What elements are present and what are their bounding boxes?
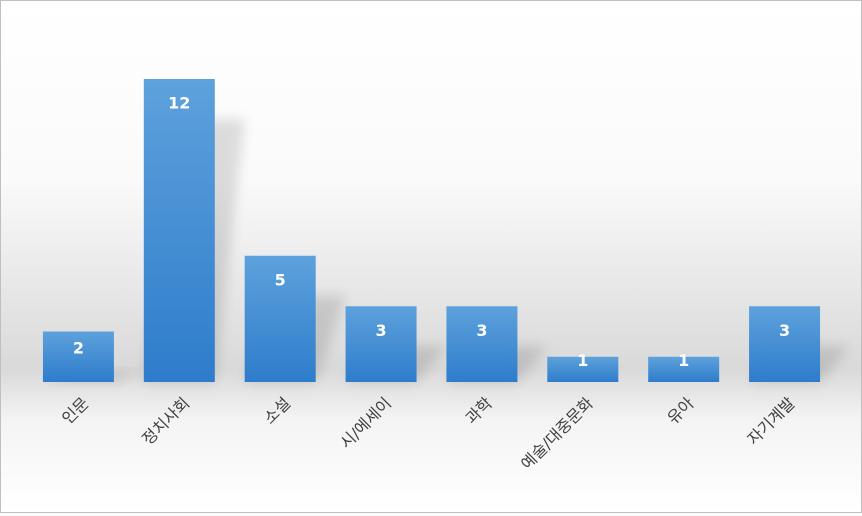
- bar: [345, 306, 417, 382]
- x-tick-label: 유아: [663, 393, 697, 427]
- x-tick-label: 자기계발: [743, 393, 798, 448]
- x-tick-label: 소설: [260, 394, 294, 428]
- bar: [143, 79, 215, 382]
- value-label: 3: [375, 321, 386, 340]
- bar: [42, 331, 114, 382]
- x-tick-label: 예술/대중문화: [517, 393, 597, 473]
- value-label: 3: [476, 321, 487, 340]
- x-tick-label: 시/에세이: [336, 394, 395, 453]
- bar: [446, 306, 518, 382]
- x-tick-label: 정치사회: [138, 394, 193, 449]
- value-label: 12: [168, 94, 190, 113]
- x-tick-label: 과학: [462, 393, 496, 427]
- value-label: 3: [779, 321, 790, 340]
- value-label: 5: [275, 270, 286, 289]
- bar: [547, 356, 619, 382]
- value-label: 2: [73, 338, 84, 357]
- value-label: 1: [577, 351, 588, 370]
- bar: [648, 356, 720, 382]
- x-tick-label: 인문: [58, 394, 92, 428]
- bar: [244, 255, 316, 382]
- bar: [749, 306, 821, 382]
- value-label: 1: [678, 351, 689, 370]
